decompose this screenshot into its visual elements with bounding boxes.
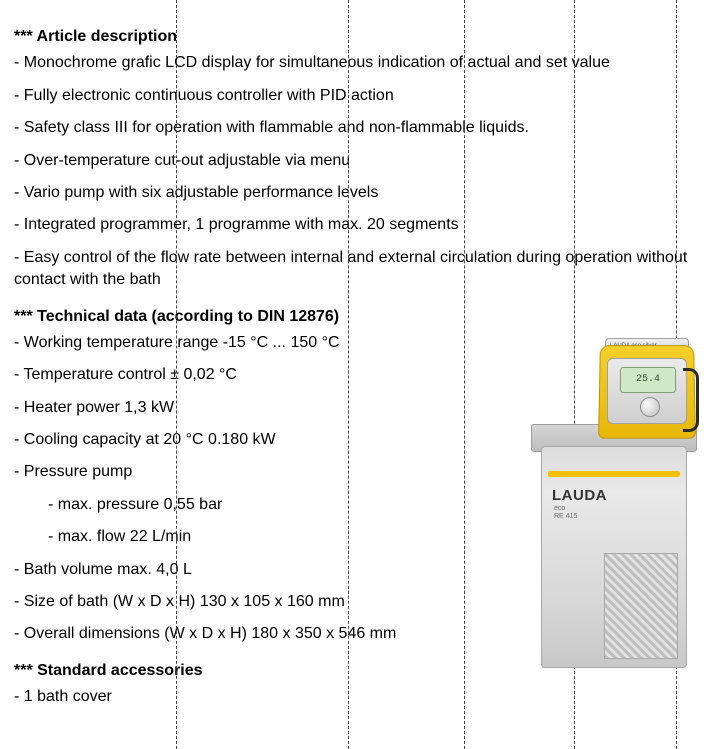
section-heading-technical: *** Technical data (according to DIN 128… — [14, 306, 709, 328]
product-accent-strip — [548, 471, 680, 477]
product-lcd-screen: 25.4 — [620, 367, 676, 393]
product-vent-grille — [604, 553, 678, 659]
bullet-item: - 1 bath cover — [14, 686, 709, 708]
product-image: LAUDA eco RE 415 LAUDA eco silver 25.4 — [529, 338, 699, 668]
product-head-face: 25.4 — [607, 358, 687, 424]
bullet-item: - Monochrome grafic LCD display for simu… — [14, 52, 709, 74]
bullet-item: - Over-temperature cut-out adjustable vi… — [14, 150, 709, 172]
document-page: *** Article description - Monochrome gra… — [0, 0, 723, 749]
bullet-item: - Fully electronic continuous controller… — [14, 85, 709, 107]
heading-text: Technical data (according to DIN 12876) — [37, 308, 339, 325]
product-control-head: LAUDA eco silver 25.4 — [599, 338, 695, 438]
product-model-line1: eco — [554, 505, 565, 512]
heading-text: Article description — [37, 28, 177, 45]
bullet-item: - Integrated programmer, 1 programme wit… — [14, 214, 709, 236]
guide-line — [176, 0, 177, 749]
product-model-label: eco RE 415 — [554, 505, 577, 520]
heading-prefix: *** — [14, 28, 37, 45]
bullet-item: - Easy control of the flow rate between … — [14, 247, 704, 292]
bullet-item: - Safety class III for operation with fl… — [14, 117, 709, 139]
heading-prefix: *** — [14, 662, 37, 679]
product-model-line2: RE 415 — [554, 513, 577, 520]
guide-line — [348, 0, 349, 749]
section-heading-article: *** Article description — [14, 26, 709, 48]
product-handle — [683, 368, 699, 432]
product-body: LAUDA eco RE 415 — [541, 446, 687, 668]
heading-prefix: *** — [14, 308, 37, 325]
bullet-item: - Vario pump with six adjustable perform… — [14, 182, 709, 204]
product-brand-label: LAUDA — [552, 485, 607, 506]
guide-line — [464, 0, 465, 749]
heading-text: Standard accessories — [37, 662, 202, 679]
product-control-knob — [640, 397, 660, 417]
